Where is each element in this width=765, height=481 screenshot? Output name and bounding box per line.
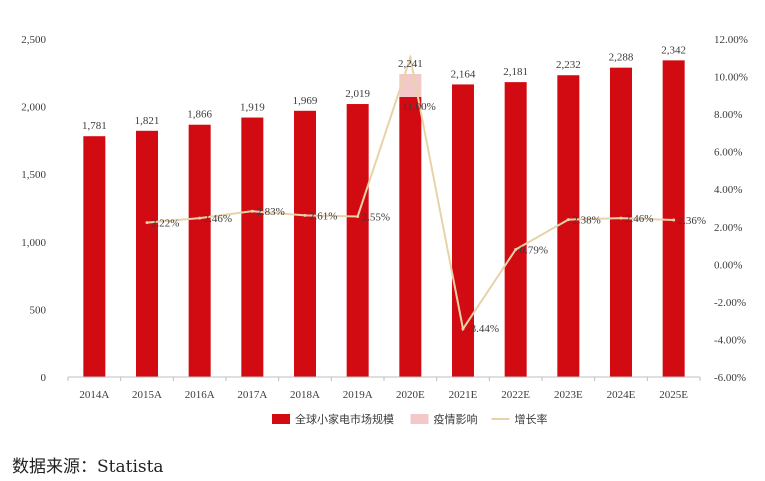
x-axis-tick-label: 2022E (501, 389, 530, 401)
legend-label: 疫情影响 (434, 412, 478, 426)
bar-value-label: 1,821 (135, 115, 160, 127)
bar (136, 130, 158, 377)
bar (399, 97, 422, 378)
left-axis-tick-label: 2,500 (21, 34, 46, 46)
bar-value-label: 2,232 (556, 59, 581, 71)
left-y-axis: 0 500 1,000 1,500 2,000 2,500 (21, 34, 46, 384)
growth-rate-labels: 2.22% 2.46% 2.83% 2.61% 2.55% 11.00% -3.44% 0.7… (151, 101, 706, 335)
market-size-chart: 0 500 1,000 1,500 2,000 2,500 -6.00% -4.00% -2.… (21, 34, 748, 426)
bar-value-label: 2,019 (345, 88, 370, 100)
right-axis-tick-label: 10.00% (714, 72, 748, 84)
x-axis-tick-label: 2015A (132, 389, 162, 401)
growth-rate-label: 2.36% (678, 215, 706, 227)
growth-rate-point (514, 247, 518, 251)
x-axis-tick-label: 2016A (185, 389, 215, 401)
x-axis-tick-label: 2025E (659, 389, 688, 401)
x-axis-tick-label: 2020E (396, 389, 425, 401)
x-axis-tick-label: 2018A (290, 389, 320, 401)
growth-rate-label: 11.00% (402, 101, 436, 113)
growth-rate-label: 2.38% (572, 215, 600, 227)
growth-rate-point (250, 209, 254, 213)
legend: 全球小家电市场规模 疫情影响 增长率 (272, 412, 548, 426)
source-note: 数据来源：Statista (12, 457, 164, 477)
bar (294, 110, 316, 377)
left-axis-tick-label: 2,000 (21, 102, 46, 114)
growth-rate-point (566, 218, 570, 222)
bar-value-label: 1,866 (187, 109, 212, 121)
left-axis-tick-label: 0 (41, 372, 47, 384)
right-axis-tick-label: 6.00% (714, 147, 742, 159)
growth-rate-label: 2.22% (151, 218, 179, 230)
growth-rate-point (461, 327, 465, 331)
x-axis-tick-label: 2021E (449, 389, 478, 401)
growth-rate-label: 0.79% (520, 244, 548, 256)
legend-swatch (272, 414, 290, 424)
right-axis-tick-label: 2.00% (714, 222, 742, 234)
bar-value-label: 2,288 (609, 52, 634, 64)
left-axis-tick-label: 1,000 (21, 237, 46, 249)
bar (241, 117, 264, 377)
x-axis-tick-label: 2014A (79, 389, 109, 401)
x-axis-tick-labels: 2014A 2015A 2016A 2017A 2018A 2019A 2020E 2021E… (67, 377, 701, 401)
legend-swatch (410, 414, 429, 424)
growth-rate-point (198, 216, 202, 220)
x-axis-tick-label: 2024E (607, 389, 636, 401)
left-axis-tick-label: 1,500 (21, 169, 46, 181)
legend-label: 全球小家电市场规模 (295, 412, 394, 426)
right-axis-tick-label: 0.00% (714, 259, 742, 271)
bar (557, 75, 580, 378)
growth-rate-point (145, 221, 149, 225)
x-axis-tick-label: 2017A (237, 389, 267, 401)
growth-rate-label: -3.44% (467, 323, 499, 335)
x-axis-tick-label: 2023E (554, 389, 583, 401)
bar-value-label: 1,969 (293, 95, 318, 107)
bar (188, 124, 211, 377)
bar-value-label: 1,781 (82, 120, 107, 132)
bar (504, 82, 527, 378)
right-axis-tick-label: -2.00% (714, 297, 746, 309)
growth-rate-label: 2.83% (256, 206, 284, 218)
bar-value-label: 2,181 (503, 66, 528, 78)
growth-rate-point (356, 214, 360, 218)
growth-rate-label: 2.46% (625, 213, 653, 225)
right-axis-tick-label: 8.00% (714, 109, 742, 121)
growth-rate-point (619, 216, 623, 220)
left-axis-tick-label: 500 (30, 304, 47, 316)
growth-rate-label: 2.55% (362, 211, 390, 223)
right-axis-tick-label: 4.00% (714, 184, 742, 196)
bar (610, 67, 632, 377)
right-axis-tick-label: -6.00% (714, 372, 746, 384)
growth-rate-point (672, 218, 676, 222)
bar (83, 136, 106, 377)
growth-rate-point (303, 213, 307, 217)
bar-value-label: 1,919 (240, 102, 265, 114)
growth-rate-series (145, 53, 676, 332)
bar-value-labels: 1,781 1,821 1,866 1,919 1,969 2,019 2,241 2,164… (82, 44, 686, 132)
right-axis-tick-label: -4.00% (714, 334, 746, 346)
legend-label: 增长率 (515, 412, 548, 426)
right-y-axis: -6.00% -4.00% -2.00% 0.00% 2.00% 4.00% 6.00% 8.… (714, 34, 748, 384)
growth-rate-label: 2.46% (204, 213, 232, 225)
bar-value-label: 2,342 (661, 44, 686, 56)
bar-value-label: 2,164 (451, 68, 476, 80)
right-axis-tick-label: 12.00% (714, 34, 748, 46)
x-axis-tick-label: 2019A (343, 389, 373, 401)
bar-value-label: 2,241 (398, 58, 423, 70)
bar (346, 104, 369, 378)
growth-rate-label: 2.61% (309, 210, 337, 222)
growth-rate-point (408, 56, 412, 60)
